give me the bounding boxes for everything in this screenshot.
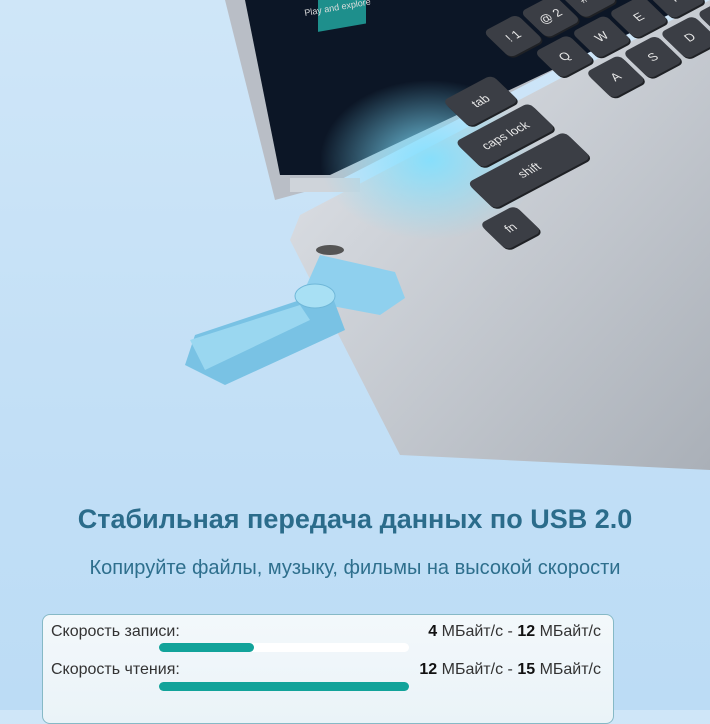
read-speed-row: Скорость чтения: 12 МБайт/с - 15 МБайт/с [51, 661, 601, 679]
read-speed-label: Скорость чтения: [51, 661, 180, 678]
headline: Стабильная передача данных по USB 2.0 [77, 504, 633, 534]
write-speed-fill [159, 643, 254, 652]
write-speed-bar [159, 643, 409, 652]
game-tile [318, 0, 366, 32]
write-speed-value: 4 МБайт/с - 12 МБайт/с [428, 623, 601, 640]
read-speed-value: 12 МБайт/с - 15 МБайт/с [419, 661, 601, 678]
usb-flash-drive [185, 255, 405, 385]
read-speed-fill [159, 682, 409, 691]
write-speed-row: Скорость записи: 4 МБайт/с - 12 МБайт/с [51, 623, 601, 641]
read-speed-bar [159, 682, 409, 691]
product-illustration: Play and explore ! 1@ 2# 3$ 4% 5QWERTASD… [185, 0, 710, 470]
write-speed-label: Скорость записи: [51, 623, 180, 640]
subheadline: Копируйте файлы, музыку, фильмы на высок… [89, 557, 621, 579]
speed-panel: Скорость записи: 4 МБайт/с - 12 МБайт/с … [42, 614, 614, 724]
usb-port [316, 245, 344, 255]
